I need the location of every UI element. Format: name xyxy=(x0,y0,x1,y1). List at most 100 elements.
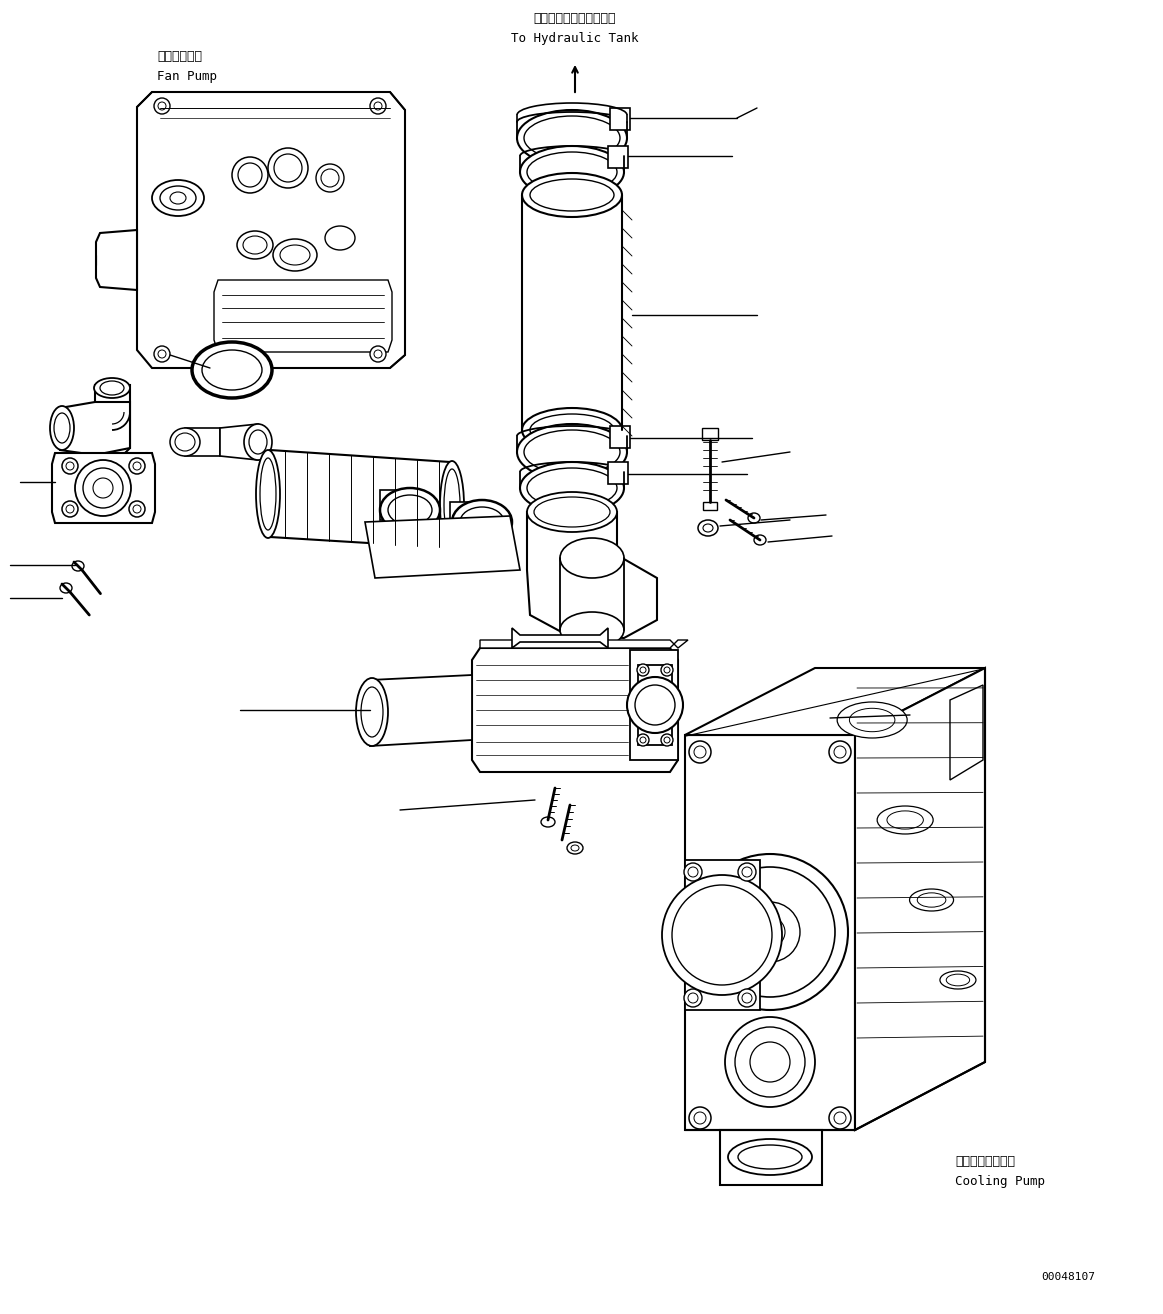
Ellipse shape xyxy=(694,746,706,758)
Ellipse shape xyxy=(834,746,846,758)
Ellipse shape xyxy=(525,116,620,160)
Ellipse shape xyxy=(834,1112,846,1123)
Ellipse shape xyxy=(261,459,276,530)
Ellipse shape xyxy=(280,244,311,265)
Ellipse shape xyxy=(571,845,579,851)
Ellipse shape xyxy=(750,1042,790,1081)
Ellipse shape xyxy=(534,497,611,527)
Ellipse shape xyxy=(100,381,124,396)
Ellipse shape xyxy=(672,886,772,986)
Ellipse shape xyxy=(688,1106,711,1129)
Ellipse shape xyxy=(129,501,145,516)
Ellipse shape xyxy=(66,463,74,470)
Ellipse shape xyxy=(525,430,620,474)
Polygon shape xyxy=(480,640,688,648)
Ellipse shape xyxy=(520,146,625,198)
Ellipse shape xyxy=(237,231,273,259)
Ellipse shape xyxy=(940,971,976,989)
Text: To Hydraulic Tank: To Hydraulic Tank xyxy=(512,32,638,45)
Ellipse shape xyxy=(461,507,504,537)
Ellipse shape xyxy=(274,154,302,183)
Polygon shape xyxy=(380,490,420,520)
Polygon shape xyxy=(608,146,628,168)
Ellipse shape xyxy=(849,708,894,732)
Ellipse shape xyxy=(694,1112,706,1123)
Ellipse shape xyxy=(748,512,759,523)
Ellipse shape xyxy=(662,875,782,995)
Polygon shape xyxy=(611,108,630,130)
Ellipse shape xyxy=(688,741,711,763)
Polygon shape xyxy=(512,628,608,648)
Ellipse shape xyxy=(837,702,907,738)
Ellipse shape xyxy=(66,505,74,512)
Ellipse shape xyxy=(739,989,756,1007)
Ellipse shape xyxy=(664,737,670,742)
Ellipse shape xyxy=(170,192,186,204)
Ellipse shape xyxy=(94,378,130,398)
Ellipse shape xyxy=(374,350,381,357)
Ellipse shape xyxy=(522,409,622,452)
Ellipse shape xyxy=(440,461,464,549)
Ellipse shape xyxy=(742,867,752,876)
Polygon shape xyxy=(97,230,137,290)
Polygon shape xyxy=(185,428,220,456)
Ellipse shape xyxy=(742,993,752,1003)
Ellipse shape xyxy=(661,664,673,675)
Polygon shape xyxy=(365,516,520,578)
Ellipse shape xyxy=(684,989,702,1007)
Ellipse shape xyxy=(83,468,123,509)
Ellipse shape xyxy=(174,434,195,451)
Ellipse shape xyxy=(947,974,970,986)
Ellipse shape xyxy=(527,152,618,192)
Ellipse shape xyxy=(316,164,344,192)
Ellipse shape xyxy=(231,156,267,193)
Ellipse shape xyxy=(530,414,614,445)
Ellipse shape xyxy=(62,501,78,516)
Ellipse shape xyxy=(684,863,702,880)
Polygon shape xyxy=(702,502,718,510)
Ellipse shape xyxy=(637,735,649,746)
Polygon shape xyxy=(685,859,759,1010)
Ellipse shape xyxy=(62,459,78,474)
Polygon shape xyxy=(214,280,392,352)
Ellipse shape xyxy=(522,173,622,217)
Ellipse shape xyxy=(918,892,946,907)
Ellipse shape xyxy=(324,226,355,250)
Ellipse shape xyxy=(640,737,645,742)
Ellipse shape xyxy=(887,811,923,829)
Polygon shape xyxy=(265,449,455,548)
Ellipse shape xyxy=(772,681,828,759)
Ellipse shape xyxy=(370,346,386,361)
Ellipse shape xyxy=(692,854,848,1010)
Ellipse shape xyxy=(93,478,113,498)
Ellipse shape xyxy=(154,99,170,114)
Ellipse shape xyxy=(74,460,131,516)
Polygon shape xyxy=(60,402,130,455)
Polygon shape xyxy=(52,453,155,523)
Ellipse shape xyxy=(380,487,440,532)
Ellipse shape xyxy=(627,677,683,733)
Text: ファンポンプ: ファンポンプ xyxy=(157,50,202,63)
Text: ハイドロリックタンクへ: ハイドロリックタンクへ xyxy=(534,12,616,25)
Ellipse shape xyxy=(661,735,673,746)
Ellipse shape xyxy=(238,163,262,187)
Ellipse shape xyxy=(568,842,583,854)
Text: クーリングポンプ: クーリングポンプ xyxy=(955,1155,1015,1168)
Polygon shape xyxy=(370,675,472,746)
Ellipse shape xyxy=(154,346,170,361)
Ellipse shape xyxy=(520,463,625,514)
Ellipse shape xyxy=(321,170,338,187)
Polygon shape xyxy=(720,1130,822,1185)
Ellipse shape xyxy=(740,901,800,962)
Ellipse shape xyxy=(698,520,718,536)
Ellipse shape xyxy=(829,741,851,763)
Ellipse shape xyxy=(909,890,954,911)
Polygon shape xyxy=(472,648,678,773)
Ellipse shape xyxy=(780,690,820,750)
Ellipse shape xyxy=(688,867,698,876)
Ellipse shape xyxy=(635,685,675,725)
Polygon shape xyxy=(220,424,258,460)
Ellipse shape xyxy=(244,424,272,460)
Ellipse shape xyxy=(243,237,267,254)
Ellipse shape xyxy=(129,459,145,474)
